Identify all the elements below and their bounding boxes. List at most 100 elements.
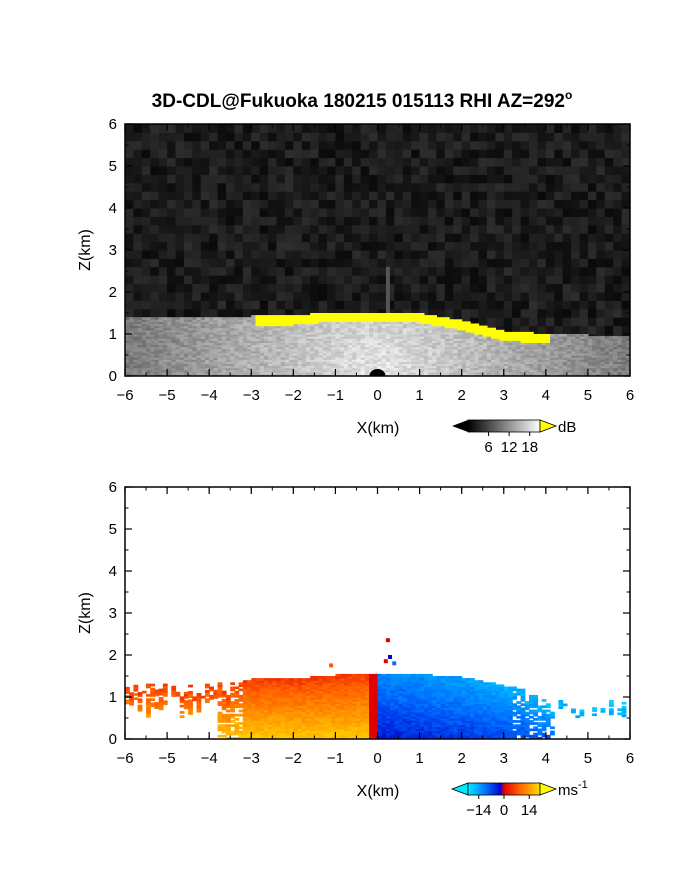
- snr-cell: [167, 371, 172, 375]
- snr-cell: [255, 352, 261, 356]
- snr-cell: [293, 369, 299, 373]
- snr-cell: [440, 350, 446, 354]
- snr-cell: [499, 340, 505, 343]
- snr-cell: [587, 355, 593, 358]
- snr-cell: [390, 329, 395, 333]
- noise-cell: [259, 300, 269, 310]
- noise-cell: [268, 300, 277, 310]
- snr-cell: [381, 348, 387, 352]
- noise-cell: [251, 149, 261, 159]
- snr-cell: [486, 336, 492, 339]
- snr-cell: [129, 369, 135, 373]
- snr-cell: [453, 325, 459, 329]
- snr-cell: [440, 365, 446, 369]
- noise-cell: [453, 157, 463, 167]
- snr-cell: [348, 334, 353, 337]
- snr-cell: [331, 329, 337, 333]
- snr-cell: [188, 361, 193, 364]
- snr-cell: [419, 331, 425, 335]
- snr-cell: [390, 359, 395, 362]
- snr-cell: [129, 371, 135, 375]
- snr-cell: [554, 371, 560, 375]
- snr-cell: [217, 342, 223, 346]
- snr-cell: [520, 363, 526, 367]
- snr-cell: [268, 340, 273, 343]
- snr-cell: [272, 359, 278, 362]
- snr-cell: [238, 334, 244, 337]
- snr-cell: [453, 348, 459, 352]
- snr-cell: [507, 352, 513, 356]
- snr-cell: [226, 365, 231, 369]
- snr-cell: [335, 352, 341, 356]
- snr-cell: [200, 350, 206, 354]
- snr-cell: [162, 340, 168, 343]
- noise-cell: [512, 216, 522, 226]
- noise-cell: [428, 275, 437, 285]
- snr-cell: [529, 342, 534, 346]
- snr-cell: [360, 336, 366, 339]
- noise-cell: [562, 292, 572, 301]
- snr-cell: [436, 329, 442, 333]
- snr-cell: [158, 340, 164, 343]
- noise-cell: [478, 157, 488, 167]
- snr-cell: [423, 317, 429, 320]
- snr-cell: [335, 321, 341, 325]
- snr-cell: [373, 331, 379, 335]
- snr-cell: [545, 361, 551, 364]
- noise-cell: [596, 275, 606, 285]
- snr-cell: [562, 361, 568, 364]
- noise-cell: [486, 241, 496, 251]
- snr-cell: [137, 336, 143, 339]
- noise-cell: [251, 174, 261, 184]
- snr-cell: [255, 355, 261, 358]
- snr-cell: [192, 371, 198, 375]
- snr-cell: [621, 348, 627, 352]
- snr-cell: [571, 336, 576, 339]
- snr-cell: [204, 321, 210, 325]
- snr-cell: [255, 371, 261, 375]
- noise-cell: [133, 258, 143, 268]
- noise-cell: [604, 317, 614, 327]
- snr-cell: [596, 336, 602, 339]
- snr-cell: [133, 352, 139, 356]
- noise-cell: [613, 157, 623, 167]
- snr-cell: [579, 363, 585, 367]
- snr-cell: [327, 342, 332, 346]
- snr-cell: [474, 331, 480, 335]
- noise-cell: [175, 191, 185, 201]
- snr-cell: [348, 371, 353, 375]
- snr-cell: [238, 367, 244, 371]
- noise-cell: [293, 224, 303, 234]
- snr-cell: [436, 323, 442, 327]
- snr-cell: [226, 373, 231, 376]
- snr-cell: [141, 361, 147, 364]
- snr-cell: [390, 371, 395, 375]
- noise-cell: [343, 157, 353, 167]
- snr-cell: [621, 359, 627, 362]
- snr-cell: [335, 342, 341, 346]
- snr-cell: [167, 321, 172, 325]
- snr-cell: [331, 357, 337, 360]
- noise-cell: [428, 266, 437, 276]
- noise-cell: [444, 233, 454, 243]
- snr-cell: [499, 329, 505, 333]
- snr-cell: [390, 369, 395, 373]
- snr-cell: [444, 352, 450, 356]
- snr-cell: [137, 357, 143, 360]
- snr-cell: [381, 350, 387, 354]
- snr-cell: [457, 359, 463, 362]
- x-tick-label: −4: [201, 387, 218, 404]
- snr-cell: [301, 334, 307, 337]
- snr-cell: [453, 321, 459, 325]
- noise-cell: [428, 182, 437, 192]
- snr-cell: [310, 369, 315, 373]
- noise-cell: [436, 191, 446, 201]
- snr-cell: [318, 357, 324, 360]
- noise-cell: [444, 216, 454, 226]
- snr-cell: [146, 321, 151, 325]
- snr-cell: [461, 365, 467, 369]
- snr-cell: [356, 363, 362, 367]
- snr-cell: [327, 361, 332, 364]
- noise-cell: [125, 174, 134, 184]
